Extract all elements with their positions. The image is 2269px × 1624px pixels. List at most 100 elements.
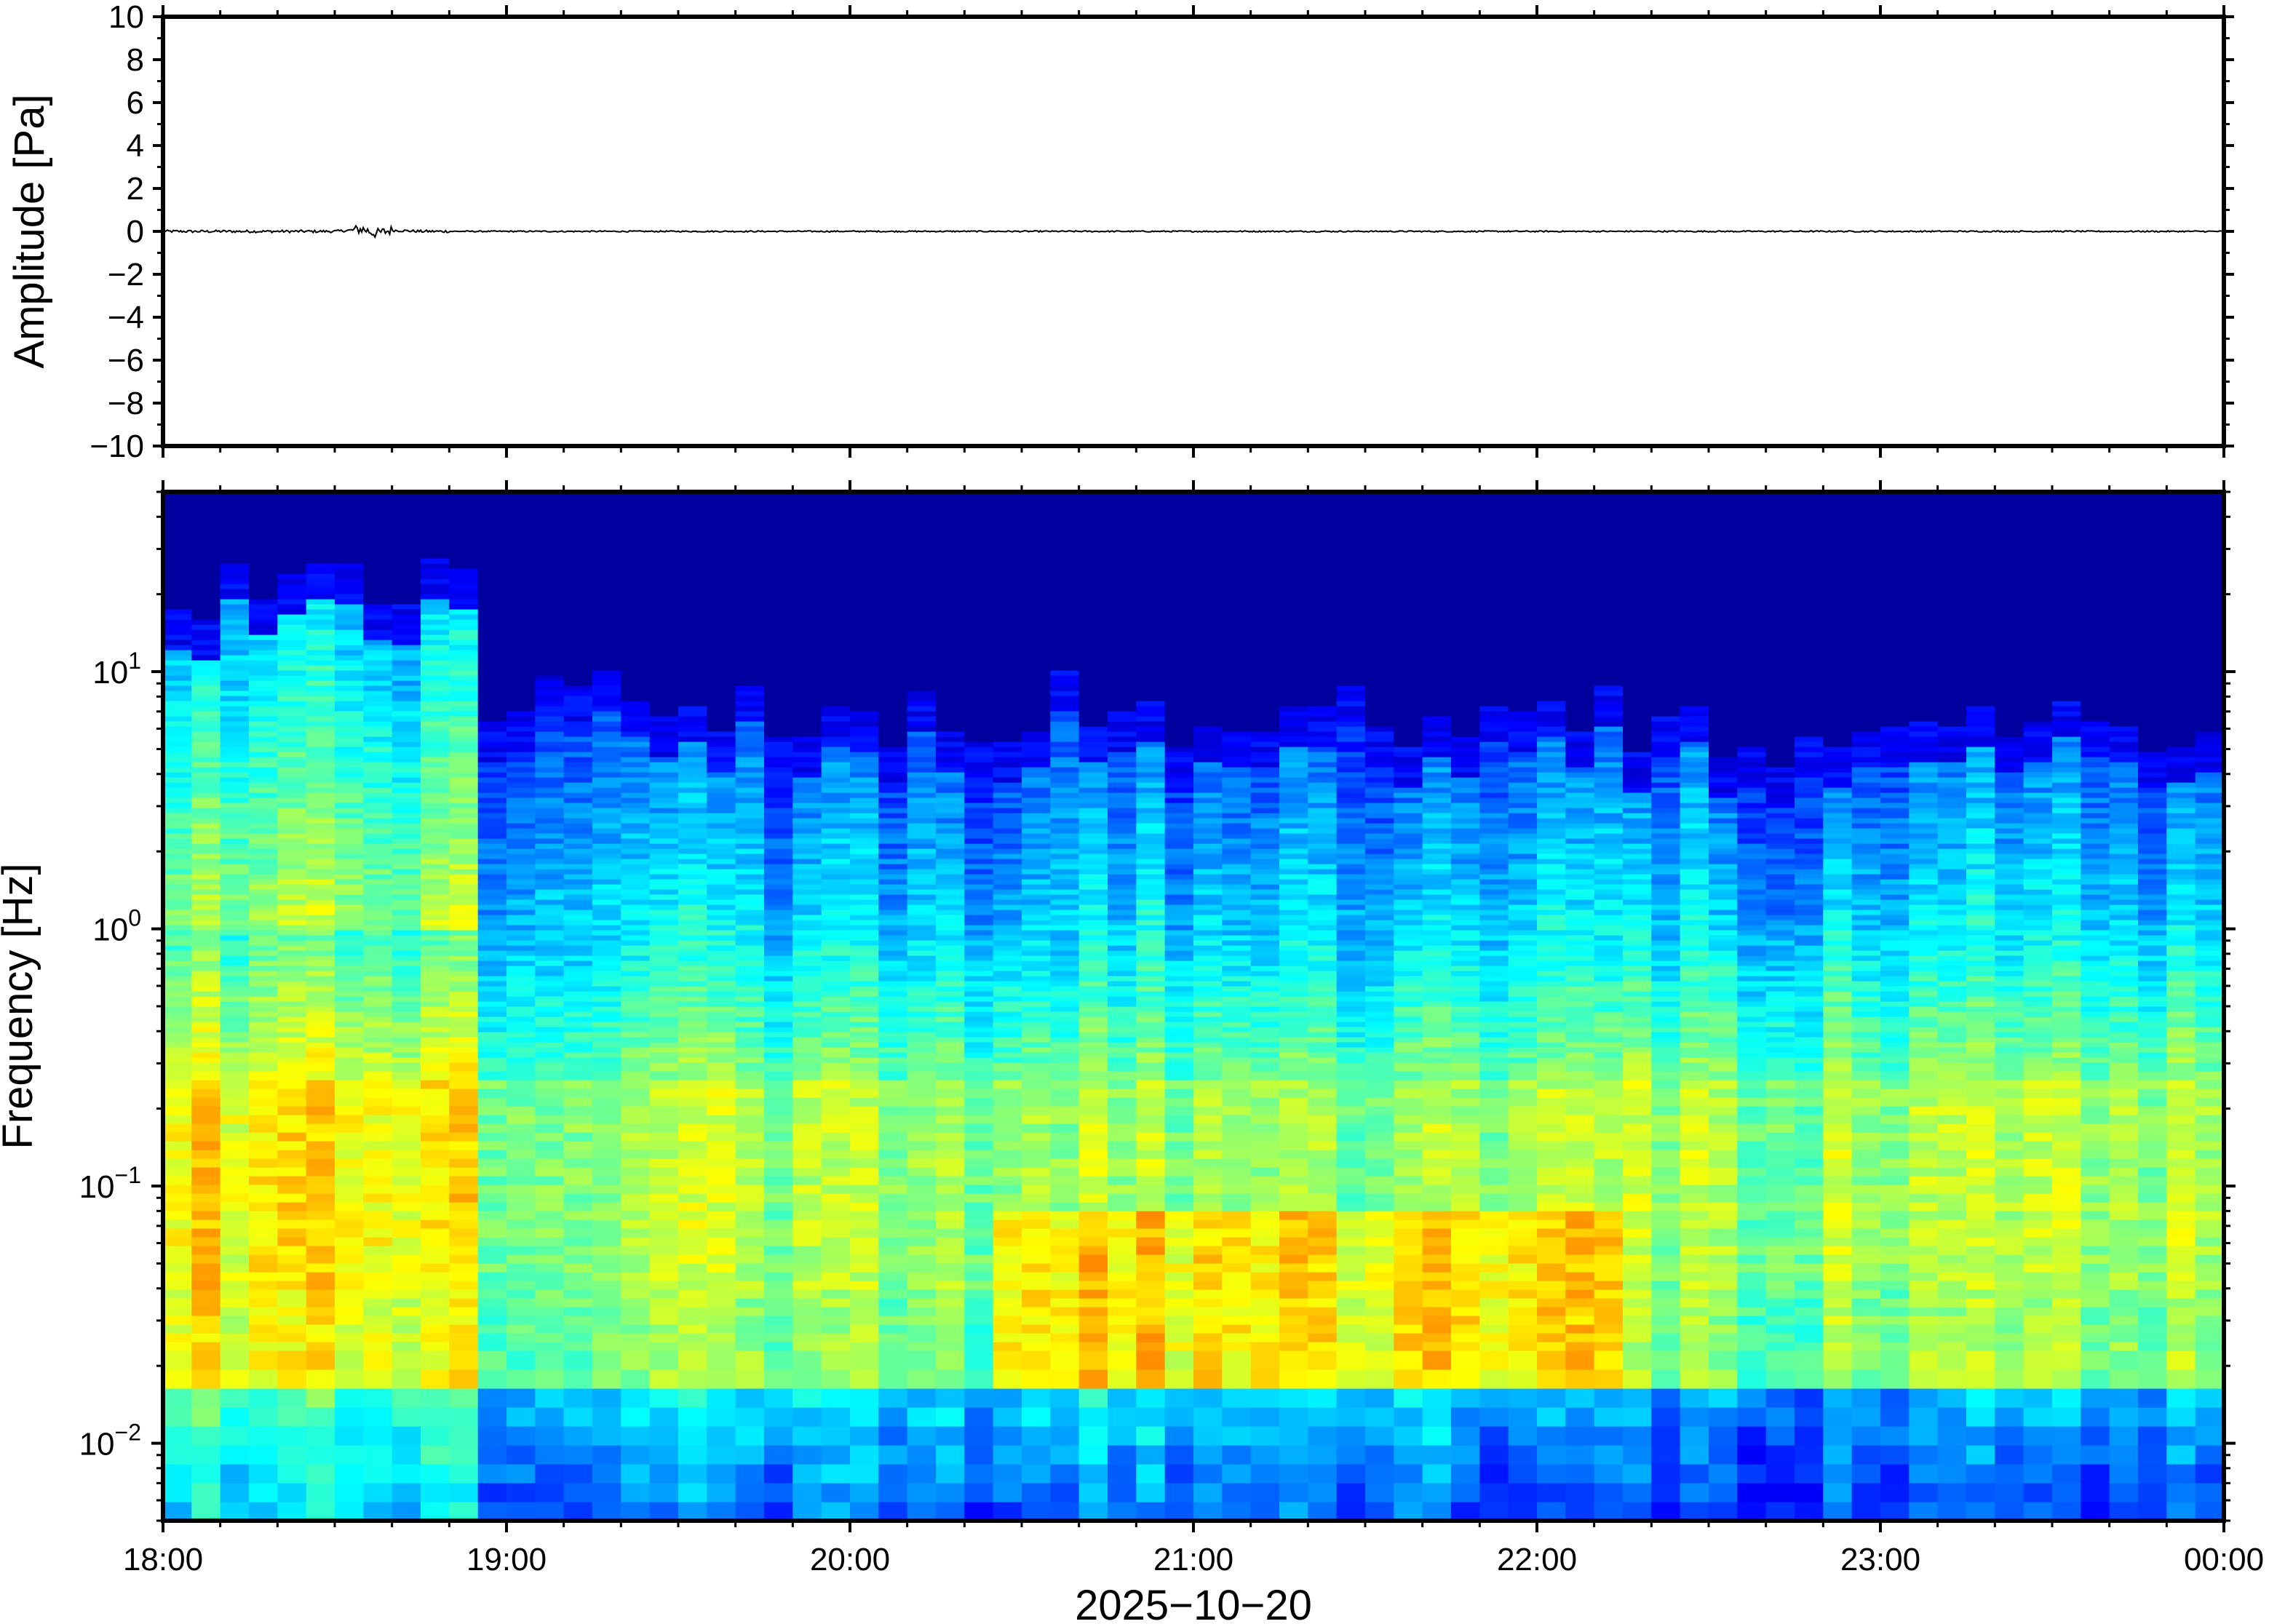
spectrogram-cell xyxy=(277,879,307,885)
spectrogram-cell xyxy=(764,538,793,544)
spectrogram-cell xyxy=(392,966,421,971)
spectrogram-cell xyxy=(306,680,335,686)
spectrogram-cell xyxy=(850,1464,879,1484)
spectrogram-cell xyxy=(649,670,679,676)
spectrogram-cell xyxy=(535,726,565,732)
spectrogram-cell xyxy=(1022,813,1051,819)
spectrogram-cell xyxy=(592,1324,621,1334)
spectrogram-cell xyxy=(792,1006,822,1012)
spectrogram-cell xyxy=(220,650,250,656)
spectrogram-cell xyxy=(878,1333,908,1342)
spectrogram-cell xyxy=(764,853,793,859)
spectrogram-cell xyxy=(277,1445,307,1465)
spectrogram-cell xyxy=(477,879,507,885)
spectrogram-cell xyxy=(277,960,307,966)
spectrogram-cell xyxy=(163,640,192,645)
spectrogram-cell xyxy=(792,1426,822,1446)
spectrogram-cell xyxy=(621,1176,651,1185)
spectrogram-cell xyxy=(792,660,822,666)
spectrogram-cell xyxy=(850,522,879,528)
spectrogram-cell xyxy=(907,1324,937,1334)
spectrogram-cell xyxy=(678,522,707,528)
spectrogram-cell xyxy=(678,1228,707,1238)
spectrogram-cell xyxy=(764,950,793,956)
spectrogram-cell xyxy=(535,1298,565,1307)
spectrogram-cell xyxy=(306,1193,335,1203)
spectrogram-cell xyxy=(449,782,479,788)
spectrogram-cell xyxy=(306,721,335,727)
spectrogram-cell xyxy=(907,701,937,706)
spectrogram-cell xyxy=(707,1219,736,1229)
spectrogram-cell xyxy=(1050,904,1080,910)
spectrogram-cell xyxy=(506,1350,536,1370)
spectrogram-cell xyxy=(735,848,765,854)
spectrogram-cell xyxy=(878,909,908,915)
spectrogram-cell xyxy=(993,629,1022,635)
spectrogram-cell xyxy=(1022,548,1051,554)
spectrogram-cell xyxy=(535,955,565,961)
spectrogram-cell xyxy=(878,609,908,615)
spectrogram-cell xyxy=(421,787,450,793)
spectrogram-cell xyxy=(306,629,335,635)
spectrogram-cell xyxy=(392,899,421,905)
spectrogram-cell xyxy=(191,991,221,997)
spectrogram-cell xyxy=(707,1426,736,1446)
spectrogram-cell xyxy=(764,543,793,549)
spectrogram-cell xyxy=(735,563,765,569)
spectrogram-cell xyxy=(1022,1037,1051,1043)
spectrogram-cell xyxy=(449,573,479,579)
spectrogram-cell xyxy=(678,1272,707,1281)
spectrogram-cell xyxy=(993,976,1022,982)
spectrogram-cell xyxy=(878,706,908,712)
spectrogram-cell xyxy=(363,1141,393,1150)
spectrogram-cell xyxy=(764,874,793,880)
spectrogram-cell xyxy=(335,884,364,890)
spectrogram-cell xyxy=(1022,558,1051,564)
spectrogram-cell xyxy=(306,930,335,936)
spectrogram-cell xyxy=(678,1071,707,1080)
spectrogram-cell xyxy=(649,1088,679,1098)
spectrogram-cell xyxy=(191,1237,221,1246)
spectrogram-cell xyxy=(878,940,908,946)
spectrogram-cell xyxy=(477,955,507,961)
spectrogram-cell xyxy=(878,1369,908,1389)
spectrogram-cell xyxy=(592,512,621,518)
spectrogram-cell xyxy=(191,797,221,803)
spectrogram-cell xyxy=(449,874,479,880)
spectrogram-cell xyxy=(936,543,965,549)
spectrogram-cell xyxy=(878,1483,908,1502)
spectrogram-cell xyxy=(477,792,507,798)
spectrogram-cell xyxy=(964,741,994,747)
spectrogram-cell xyxy=(707,741,736,747)
spectrogram-cell xyxy=(649,1315,679,1325)
spectrogram-cell xyxy=(1022,1281,1051,1290)
spectrogram-cell xyxy=(649,1298,679,1307)
spectrogram-cell xyxy=(563,1052,593,1058)
spectrogram-cell xyxy=(563,782,593,788)
spectrogram-cell xyxy=(163,1123,192,1133)
spectrogram-cell xyxy=(506,777,536,783)
spectrogram-cell xyxy=(821,747,851,752)
spectrogram-cell xyxy=(993,1106,1022,1115)
spectrogram-cell xyxy=(477,996,507,1002)
spectrogram-cell xyxy=(592,624,621,630)
spectrogram-cell xyxy=(477,945,507,951)
spectrogram-cell xyxy=(249,1254,278,1264)
spectrogram-cell xyxy=(678,848,707,854)
spectrogram-cell xyxy=(621,1150,651,1159)
spectrogram-cell xyxy=(1050,925,1080,931)
spectrogram-cell xyxy=(249,568,278,574)
spectrogram-cell xyxy=(421,584,450,589)
spectrogram-cell xyxy=(1050,1237,1080,1246)
spectrogram-cell xyxy=(850,609,879,615)
spectrogram-cell xyxy=(449,528,479,533)
spectrogram-cell xyxy=(1022,777,1051,783)
spectrogram-cell xyxy=(821,553,851,559)
spectrogram-cell xyxy=(735,1228,765,1238)
spectrogram-cell xyxy=(163,716,192,722)
spectrogram-cell xyxy=(878,1426,908,1446)
spectrogram-cell xyxy=(649,772,679,778)
spectrogram-cell xyxy=(707,757,736,763)
spectrogram-cell xyxy=(191,1246,221,1255)
spectrogram-cell xyxy=(878,930,908,936)
